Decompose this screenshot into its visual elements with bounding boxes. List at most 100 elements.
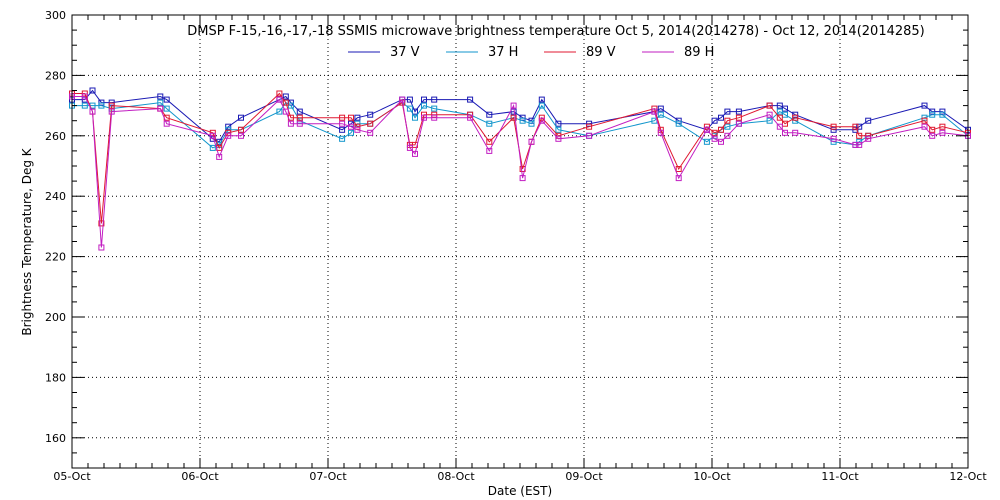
- legend-label: 37 H: [488, 45, 518, 60]
- data-point: [348, 123, 354, 130]
- data-point: [538, 117, 545, 124]
- data-point: [538, 102, 545, 109]
- data-point: [467, 96, 474, 103]
- data-point: [735, 108, 742, 115]
- data-point: [431, 105, 438, 112]
- data-point: [98, 102, 105, 109]
- x-tick-label: 10-Oct: [693, 470, 731, 483]
- data-point: [108, 102, 115, 109]
- y-tick-label: 160: [45, 432, 66, 445]
- data-point: [939, 111, 946, 118]
- data-point: [735, 114, 742, 121]
- y-tick-label: 260: [45, 130, 66, 143]
- data-point: [921, 117, 928, 124]
- y-tick-label: 300: [45, 9, 66, 22]
- data-point: [718, 126, 724, 133]
- data-point: [367, 111, 374, 118]
- data-point: [929, 111, 936, 118]
- data-point: [711, 129, 718, 136]
- data-point: [675, 166, 682, 172]
- data-point: [528, 120, 535, 127]
- data-point: [776, 114, 783, 121]
- data-point: [406, 144, 413, 151]
- data-point: [339, 120, 346, 127]
- data-point: [528, 138, 535, 145]
- data-point: [675, 175, 682, 182]
- legend-label: 89 V: [586, 45, 616, 60]
- data-point: [421, 96, 427, 103]
- data-point: [555, 135, 562, 142]
- data-point: [157, 93, 164, 100]
- data-point: [766, 102, 773, 109]
- x-axis-label: Date (EST): [488, 484, 552, 498]
- data-point: [830, 135, 837, 142]
- data-point: [163, 120, 170, 127]
- legend: 37 V 37 H 89 V 89 H: [348, 45, 714, 60]
- data-point: [657, 105, 664, 112]
- data-point: [852, 141, 859, 148]
- data-point: [209, 144, 216, 151]
- legend-label: 37 V: [390, 45, 420, 60]
- data-point: [939, 108, 946, 115]
- data-point: [486, 147, 493, 154]
- data-point: [586, 132, 593, 139]
- data-point: [519, 175, 526, 182]
- data-point: [586, 123, 593, 130]
- data-point: [163, 105, 170, 112]
- data-point: [724, 108, 731, 115]
- y-axis-label: Brightness Temperature, Deg K: [20, 147, 34, 335]
- data-point: [486, 120, 493, 127]
- data-point: [209, 132, 216, 139]
- data-point: [718, 138, 724, 145]
- data-point: [675, 120, 682, 127]
- data-point: [354, 114, 361, 121]
- series-89-h: [69, 93, 971, 251]
- data-point: [538, 96, 545, 103]
- data-point: [287, 120, 294, 127]
- data-point: [406, 105, 413, 112]
- data-point: [792, 129, 799, 136]
- data-point: [296, 114, 303, 121]
- y-tick-label: 180: [45, 371, 66, 384]
- series-line: [72, 101, 969, 149]
- series-layer: [69, 87, 971, 251]
- data-point: [276, 96, 283, 103]
- x-tick-label: 05-Oct: [53, 470, 91, 483]
- legend-item: 89 H: [642, 45, 714, 60]
- series-line: [72, 96, 969, 248]
- data-point: [830, 126, 837, 133]
- data-point: [766, 111, 773, 118]
- data-point: [89, 108, 96, 115]
- data-point: [921, 123, 928, 130]
- axis-ticks: 160 180 200 220 240 260 280 300 05-Oct 06-Oct 07-O…: [45, 9, 987, 483]
- data-point: [766, 117, 773, 124]
- data-point: [555, 120, 562, 127]
- data-point: [519, 117, 526, 124]
- data-point: [724, 123, 731, 130]
- data-point: [89, 87, 96, 94]
- data-point: [856, 123, 863, 130]
- data-point: [399, 96, 406, 103]
- data-point: [412, 114, 418, 121]
- data-point: [486, 138, 493, 145]
- data-point: [225, 132, 232, 139]
- data-point: [81, 102, 88, 109]
- data-point: [108, 108, 115, 115]
- data-point: [939, 123, 946, 130]
- data-point: [711, 135, 718, 142]
- x-tick-label: 12-Oct: [949, 470, 987, 483]
- data-point: [163, 96, 170, 103]
- data-point: [348, 129, 354, 136]
- data-point: [555, 126, 562, 133]
- x-tick-label: 07-Oct: [309, 470, 347, 483]
- data-point: [939, 129, 946, 136]
- data-point: [776, 108, 783, 115]
- data-point: [354, 126, 361, 133]
- chart-title: DMSP F-15,-16,-17,-18 SSMIS microwave br…: [187, 24, 925, 39]
- data-point: [238, 114, 244, 121]
- y-tick-label: 280: [45, 69, 66, 82]
- data-point: [711, 117, 718, 124]
- data-point: [865, 117, 872, 124]
- data-point: [367, 120, 374, 127]
